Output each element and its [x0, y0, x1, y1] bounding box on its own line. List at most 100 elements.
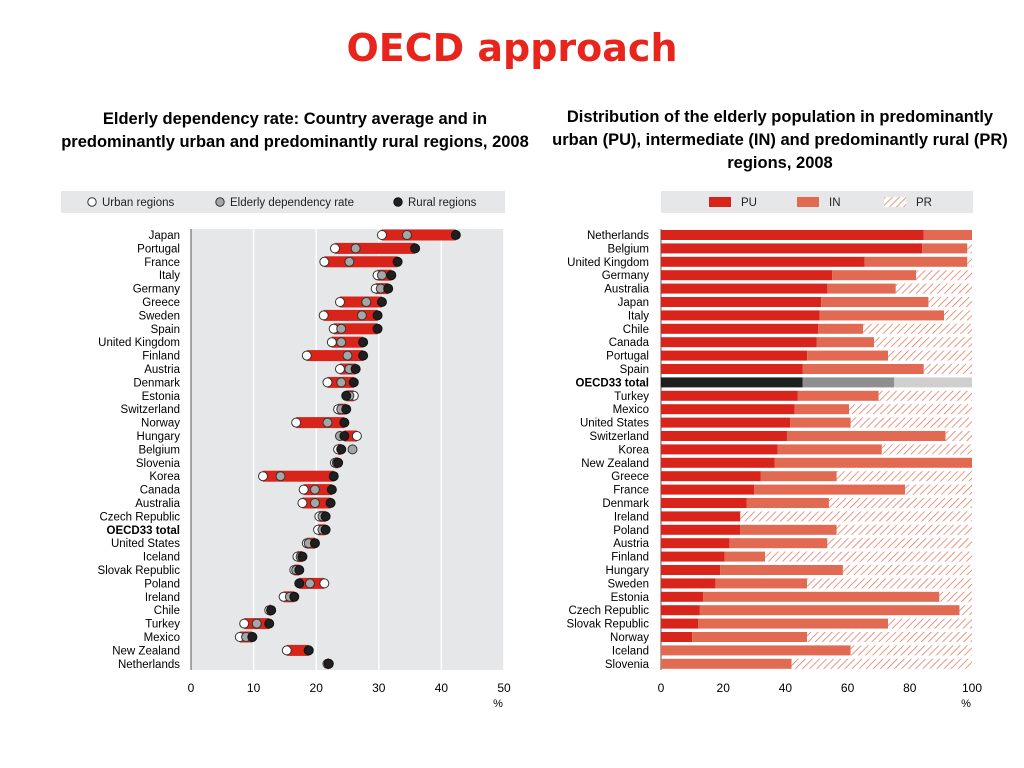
pu-segment: [661, 256, 865, 267]
row-netherlands: Netherlands: [118, 658, 334, 671]
in-segment: [699, 605, 960, 616]
pr-segment: [791, 658, 972, 669]
pr-segment: [807, 632, 972, 642]
rate-marker: [309, 484, 320, 495]
country-label: OECD33 total: [107, 525, 181, 537]
rate-marker: [251, 618, 262, 629]
country-label: Chile: [154, 605, 180, 617]
pr-segment: [916, 270, 972, 281]
rural-marker: [333, 457, 344, 468]
pr-segment: [828, 498, 972, 508]
row-sweden: Sweden: [138, 309, 383, 322]
in-segment: [821, 297, 929, 307]
rural-marker: [450, 230, 461, 240]
pu-segment: [661, 377, 803, 388]
urban-rural-range-bar: [324, 256, 398, 268]
rate-marker: [304, 578, 315, 589]
rural-marker: [376, 297, 387, 307]
row-belgium: Belgium: [138, 443, 358, 456]
country-label: Australia: [604, 284, 649, 296]
pu-segment: [661, 524, 741, 535]
row-korea: Korea: [618, 444, 972, 456]
urban-rural-range-bar: [306, 350, 364, 362]
rural-marker: [410, 243, 421, 254]
x-tick-label-60: 60: [841, 681, 855, 695]
country-label: Estonia: [142, 391, 181, 403]
rate-marker: [344, 256, 355, 267]
in-segment: [832, 270, 917, 281]
urban-rural-range-bar: [286, 644, 309, 656]
row-greece: Greece: [142, 296, 387, 309]
in-segment: [797, 390, 879, 401]
in-segment: [774, 457, 972, 468]
row-portugal: Portugal: [137, 242, 421, 255]
row-new-zealand: New Zealand: [581, 457, 972, 470]
country-label: Czech Republic: [99, 511, 180, 523]
pu-segment: [661, 323, 819, 334]
country-label: United Kingdom: [567, 257, 649, 269]
rural-marker: [320, 511, 331, 522]
pr-segment: [878, 390, 972, 401]
pr-segment: [894, 377, 972, 388]
row-slovak-republic: Slovak Republic: [567, 618, 972, 631]
rural-marker: [336, 444, 347, 455]
country-label: Iceland: [612, 645, 649, 657]
pr-segment: [945, 431, 972, 441]
row-slovenia: Slovenia: [136, 457, 344, 470]
country-label: Sweden: [138, 310, 180, 322]
urban-rural-range-bar: [262, 470, 334, 482]
pr-segment: [881, 444, 972, 455]
row-united-kingdom: United Kingdom: [567, 256, 972, 269]
in-segment: [661, 645, 851, 656]
country-label: Turkey: [145, 619, 180, 631]
pu-segment: [661, 618, 699, 629]
country-label: Portugal: [606, 351, 649, 363]
pr-segment: [863, 323, 972, 334]
rural-marker: [264, 618, 275, 629]
x-tick-label-80: 80: [903, 681, 917, 695]
urban-rural-range-bar: [381, 229, 456, 241]
row-belgium: Belgium: [607, 243, 972, 255]
pr-segment: [850, 417, 972, 428]
row-canada: Canada: [140, 484, 337, 497]
urban-marker: [291, 417, 302, 428]
row-portugal: Portugal: [606, 350, 972, 363]
country-label: Greece: [611, 471, 649, 483]
row-chile: Chile: [623, 323, 972, 336]
in-segment: [724, 551, 766, 562]
country-label: Norway: [141, 418, 180, 430]
rate-marker: [347, 444, 358, 455]
country-label: Germany: [133, 284, 181, 296]
pu-segment: [661, 283, 828, 294]
pu-segment: [661, 498, 747, 508]
urban-marker: [351, 431, 362, 441]
country-label: Hungary: [137, 431, 181, 443]
row-mexico: Mexico: [613, 404, 972, 416]
in-segment: [702, 591, 940, 602]
rural-marker: [323, 658, 334, 669]
legend-marker-rural-regions: [393, 197, 403, 207]
pu-segment: [661, 471, 761, 482]
row-france: France: [613, 484, 972, 497]
rate-marker: [336, 323, 347, 334]
country-label: Norway: [610, 632, 649, 644]
country-label: Canada: [140, 485, 181, 497]
in-segment: [790, 417, 851, 428]
rate-marker: [336, 337, 347, 348]
urban-marker: [326, 337, 337, 348]
x-tick-label-0: 0: [658, 681, 665, 695]
legend-label-rural-regions: Rural regions: [408, 197, 477, 209]
in-segment: [827, 283, 896, 294]
rural-marker: [339, 417, 350, 428]
right-x-unit: %: [961, 698, 971, 710]
rural-marker: [392, 256, 403, 267]
row-switzerland: Switzerland: [590, 431, 972, 443]
urban-marker: [319, 578, 330, 589]
country-label: Chile: [623, 324, 649, 336]
row-italy: Italy: [159, 269, 397, 282]
country-label: Italy: [159, 270, 180, 282]
country-label: Denmark: [133, 377, 180, 389]
country-label: Finland: [142, 351, 180, 363]
country-label: Slovenia: [136, 458, 181, 470]
